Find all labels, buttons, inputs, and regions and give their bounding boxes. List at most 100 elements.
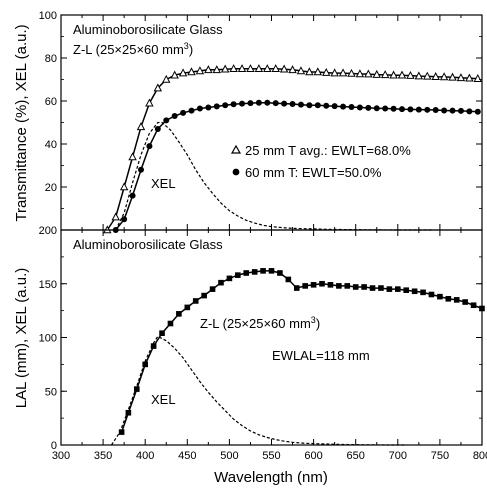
- triangle-point: [263, 64, 272, 73]
- square-point: [277, 270, 283, 276]
- circle-point: [415, 106, 422, 113]
- square-point: [378, 285, 384, 291]
- square-point: [470, 302, 477, 309]
- circle-point: [356, 104, 363, 111]
- triangle-point: [237, 64, 247, 73]
- triangle-point: [195, 66, 205, 75]
- y-tick-label: 100: [39, 333, 57, 345]
- triangle-point: [423, 71, 432, 80]
- series-line-xel: [115, 121, 432, 231]
- square-point: [209, 286, 216, 292]
- triangle-point: [136, 122, 146, 131]
- triangle-point: [153, 83, 163, 92]
- legend-circle-marker: [232, 168, 240, 176]
- circle-point: [146, 143, 153, 150]
- square-point: [159, 330, 165, 336]
- triangle-point: [347, 68, 356, 77]
- circle-point: [196, 105, 203, 112]
- square-point: [395, 286, 401, 292]
- triangle-point: [288, 65, 297, 74]
- x-tick-label: 650: [347, 450, 365, 462]
- circle-point: [154, 125, 161, 132]
- x-tick-label: 300: [52, 450, 70, 462]
- square-point: [133, 386, 140, 392]
- legend-entry-25mm: 25 mm T avg.: EWLT=68.0%: [245, 143, 411, 158]
- triangle-point: [212, 65, 222, 74]
- y-tick-label: 0: [51, 440, 57, 452]
- x-tick-label: 600: [304, 450, 322, 462]
- triangle-point: [204, 65, 213, 74]
- legend-entry-60mm: 60 mm T: EWLT=50.0%: [245, 165, 382, 180]
- triangle-point: [229, 64, 238, 73]
- x-tick-label: 800: [473, 450, 487, 462]
- triangle-point: [220, 64, 230, 73]
- square-point: [235, 272, 241, 278]
- circle-point: [222, 102, 229, 109]
- triangle-point: [448, 72, 457, 81]
- y-tick-label: 200: [39, 225, 57, 237]
- top-subtitle-prefix: Z-L (25×25×60 mm: [73, 42, 184, 57]
- bottom-annotation-title: Aluminoborosilicate Glass: [73, 237, 223, 252]
- x-tick-label: 450: [178, 450, 196, 462]
- x-tick-label: 500: [220, 450, 238, 462]
- top-xel-label: XEL: [151, 176, 176, 191]
- triangle-point: [162, 74, 171, 83]
- circle-point: [323, 102, 330, 109]
- square-point: [167, 320, 174, 327]
- square-point: [420, 289, 426, 296]
- triangle-point: [338, 68, 348, 77]
- legend-triangle-marker: [230, 144, 242, 154]
- top-y-axis-title: Transmittance (%), XEL (a.u.): [13, 24, 30, 221]
- x-tick-label: 700: [389, 450, 407, 462]
- triangle-point: [246, 64, 255, 73]
- bottom-xel-label: XEL: [151, 392, 176, 407]
- circle-point: [247, 100, 254, 107]
- square-point: [437, 293, 443, 300]
- circle-point: [163, 117, 170, 124]
- triangle-point: [187, 67, 196, 76]
- triangle-point: [372, 69, 381, 78]
- circle-point: [457, 107, 464, 114]
- triangle-point: [128, 152, 137, 161]
- square-point: [336, 283, 342, 289]
- circle-point: [213, 103, 220, 110]
- square-point: [310, 282, 317, 288]
- circle-point: [306, 102, 313, 109]
- series-line-xel: [110, 335, 407, 446]
- y-tick-label: 40: [45, 139, 57, 151]
- top-panel: 20 40 60 80 100 Aluminoborosilicate Glass Z-…: [39, 10, 483, 234]
- x-tick-label: 750: [431, 450, 449, 462]
- square-point: [176, 311, 182, 317]
- square-point: [150, 343, 157, 349]
- triangle-point: [439, 72, 449, 81]
- triangle-point: [254, 64, 264, 73]
- circle-point: [289, 101, 296, 108]
- square-point: [445, 296, 452, 302]
- square-point: [192, 298, 199, 304]
- square-point: [453, 297, 460, 303]
- circle-point: [432, 107, 439, 114]
- square-point: [302, 283, 308, 289]
- x-axis: 300 350 400 450 500 550 600 650 700 750 800: [52, 450, 487, 462]
- square-point: [142, 361, 148, 368]
- x-tick-label: 400: [136, 450, 154, 462]
- top-plot-marks: [103, 64, 483, 234]
- square-point: [344, 283, 351, 289]
- top-annotation-subtitle: Z-L (25×25×60 mm3): [73, 41, 193, 57]
- y-tick-label: 50: [45, 386, 57, 398]
- circle-point: [466, 108, 473, 115]
- triangle-point: [330, 68, 339, 77]
- circle-point: [180, 109, 187, 116]
- circle-point: [474, 108, 481, 115]
- square-point: [285, 276, 292, 283]
- y-tick-label: 20: [45, 182, 57, 194]
- triangle-point: [431, 72, 440, 81]
- x-tick-label: 550: [262, 450, 280, 462]
- circle-point: [121, 216, 128, 223]
- circle-point: [264, 99, 271, 106]
- circle-point: [407, 106, 414, 113]
- triangle-point: [119, 182, 129, 191]
- circle-point: [365, 104, 372, 111]
- square-point: [125, 409, 132, 416]
- top-legend: 25 mm T avg.: EWLT=68.0% 60 mm T: EWLT=5…: [230, 143, 411, 180]
